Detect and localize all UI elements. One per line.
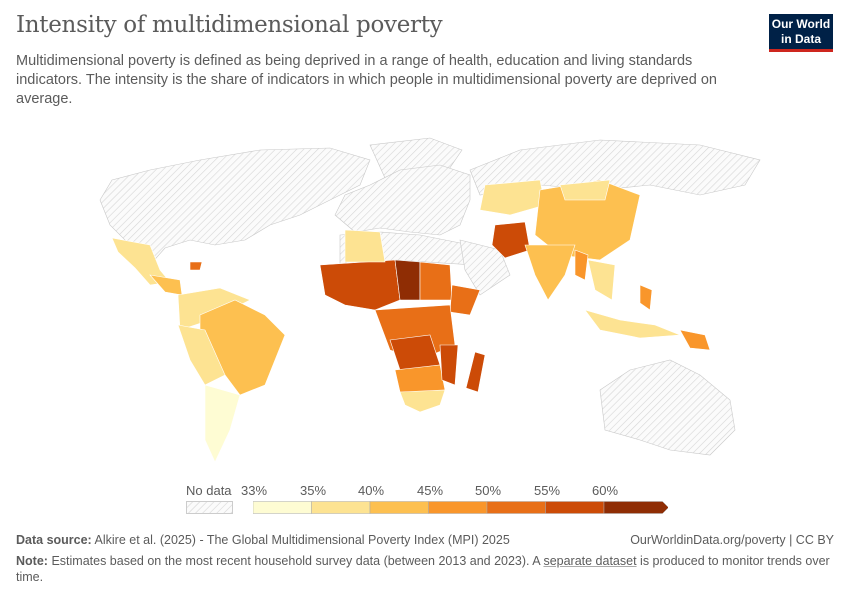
- legend-bin-4[interactable]: [486, 501, 546, 514]
- chart-subtitle: Multidimensional poverty is defined as b…: [16, 53, 717, 107]
- legend-tick-55: 55%: [534, 483, 561, 498]
- region-png: [679, 329, 711, 351]
- legend-bin-0[interactable]: [253, 501, 312, 514]
- region-peru-bolivia: [177, 324, 226, 386]
- source-text: Alkire et al. (2025) - The Global Multid…: [94, 533, 510, 547]
- note-text-end: is produced to monitor trends over time.: [16, 554, 830, 584]
- region-madagascar: [465, 351, 486, 393]
- region-southeast-asia: [587, 259, 616, 301]
- europe: [334, 164, 471, 236]
- legend-tick-40: 40%: [358, 483, 385, 498]
- legend-bin-1[interactable]: [311, 501, 371, 514]
- legend-bin-2[interactable]: [369, 501, 429, 514]
- world-map[interactable]: [0, 120, 850, 480]
- note-text: Estimates based on the most recent house…: [51, 554, 544, 568]
- region-argentina: [204, 384, 241, 463]
- region-mozambique: [439, 344, 459, 386]
- legend-no-data-label: No data: [186, 483, 232, 498]
- legend-bin-5[interactable]: [545, 501, 605, 514]
- legend-no-data-swatch: [186, 501, 233, 514]
- note-label: Note:: [16, 554, 48, 568]
- legend-bin-3[interactable]: [428, 501, 488, 514]
- source-url-link[interactable]: OurWorldinData.org/poverty | CC BY: [630, 533, 834, 547]
- region-haiti: [189, 261, 203, 271]
- region-philippines: [639, 284, 653, 311]
- legend-tick-33: 33%: [241, 483, 268, 498]
- region-central-america: [149, 274, 183, 296]
- region-central-asia: [479, 179, 546, 216]
- countries: [111, 179, 711, 463]
- logo-line1: Our World: [771, 17, 831, 31]
- australia: [599, 359, 736, 456]
- region-indonesia: [584, 309, 681, 339]
- legend-tick-45: 45%: [417, 483, 444, 498]
- region-sudan: [419, 261, 453, 301]
- chart-title: Intensity of multidimensional poverty: [16, 12, 443, 38]
- region-mongolia: [559, 179, 611, 201]
- region-ethiopia: [449, 284, 481, 316]
- logo-line2: in Data: [780, 32, 821, 46]
- region-southern-africa: [399, 389, 446, 413]
- legend-bin-6[interactable]: [603, 501, 668, 514]
- region-afghanistan-pakistan: [491, 221, 531, 259]
- footer-source: Data source: Alkire et al. (2025) - The …: [16, 533, 834, 547]
- region-india: [524, 244, 576, 301]
- legend-tick-50: 50%: [475, 483, 502, 498]
- separate-dataset-link[interactable]: separate dataset: [543, 554, 637, 568]
- region-west-africa: [319, 259, 401, 311]
- source-label: Data source:: [16, 533, 92, 547]
- footer-note: Note: Estimates based on the most recent…: [16, 553, 831, 585]
- region-myanmar: [574, 249, 589, 281]
- region-maghreb: [344, 229, 386, 263]
- owid-logo[interactable]: Our World in Data: [769, 14, 833, 52]
- legend-tick-35: 35%: [300, 483, 327, 498]
- legend-color-bar: [253, 501, 668, 514]
- arabia: [459, 239, 511, 296]
- legend-tick-60: 60%: [592, 483, 619, 498]
